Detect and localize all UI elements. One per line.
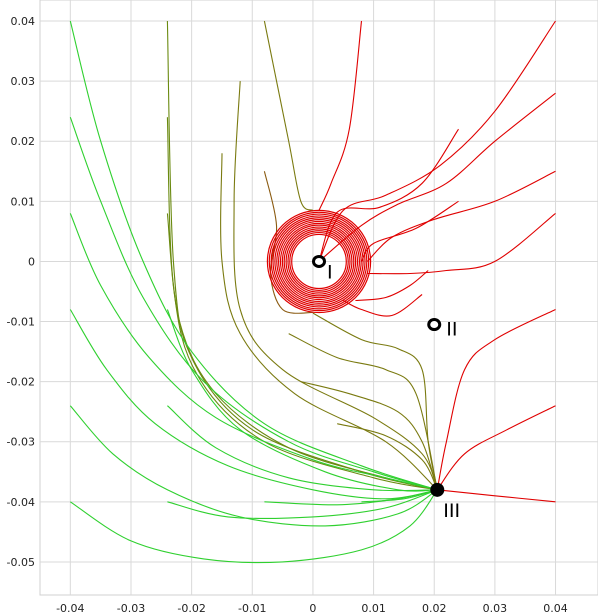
trajectory-red — [367, 212, 556, 275]
limit-cycle-orbit — [268, 211, 370, 312]
trajectory-green — [69, 213, 438, 491]
limit-cycle-orbit — [285, 228, 353, 295]
y-tick-label: -0.05 — [7, 556, 35, 569]
x-tick-label: 0.03 — [483, 602, 508, 615]
x-tick-label: 0.01 — [361, 602, 386, 615]
fixed-point-III — [430, 482, 445, 497]
trajectory-red — [318, 20, 363, 211]
fixed-point-label: III — [443, 500, 460, 522]
trajectory-red — [436, 405, 556, 491]
y-tick-label: 0.03 — [11, 75, 36, 88]
fixed-point-label: II — [446, 319, 457, 341]
plot-frame — [39, 0, 598, 596]
y-tick-label: 0.04 — [11, 15, 36, 28]
trajectory-mixed — [288, 333, 438, 490]
trajectory-green — [69, 405, 438, 527]
y-tick-label: 0.02 — [11, 135, 36, 148]
trajectory-green — [264, 489, 438, 506]
trajectory-mixed — [220, 153, 438, 491]
y-tick-label: -0.01 — [7, 316, 35, 329]
trajectory-green — [69, 117, 438, 491]
x-tick-label: 0.04 — [543, 602, 568, 615]
trajectory-green — [167, 405, 438, 492]
limit-cycle-orbit — [287, 230, 351, 293]
fixed-point-label: I — [327, 261, 333, 283]
trajectory-mixed — [337, 423, 438, 491]
y-tick-label: 0 — [28, 255, 35, 268]
trajectory-red — [355, 270, 429, 302]
x-tick-label: -0.04 — [56, 602, 84, 615]
trajectory-red — [318, 128, 459, 262]
trajectory-green — [361, 489, 438, 503]
trajectory-green — [167, 489, 438, 519]
trajectory-mixed — [166, 20, 438, 491]
limit-cycle-orbit — [270, 213, 368, 310]
limit-cycle-orbit — [289, 231, 349, 291]
limit-cycle-orbit — [279, 222, 359, 301]
limit-cycle-orbit — [274, 217, 364, 306]
fixed-point-I — [312, 254, 326, 268]
limit-cycle — [266, 209, 372, 314]
limit-cycle-orbit — [276, 219, 362, 304]
y-tick-label: -0.03 — [7, 436, 35, 449]
trajectory-red — [437, 489, 556, 503]
x-tick-label: 0.02 — [422, 602, 447, 615]
trajectory-green — [69, 489, 438, 564]
y-tick-label: -0.02 — [7, 376, 35, 389]
trajectory-red — [436, 309, 556, 490]
trajectory-mixed — [166, 117, 438, 491]
trajectory-mixed — [300, 381, 438, 490]
y-tick-label: -0.04 — [7, 496, 35, 509]
trajectory-curves — [69, 20, 556, 564]
trajectory-red — [343, 294, 423, 317]
x-tick-label: -0.02 — [177, 602, 205, 615]
limit-cycle-orbit — [283, 226, 355, 297]
tick-labels: -0.04 -0.03 -0.02 -0.01 0 0.01 0.02 0.03 0.04 0.0… — [7, 15, 568, 615]
trajectory-green — [166, 309, 438, 492]
limit-cycle-orbit — [278, 220, 361, 303]
x-tick-label: 0 — [309, 602, 316, 615]
trajectory-mixed — [263, 20, 314, 211]
trajectory-mixed — [233, 81, 438, 491]
trajectory-red — [318, 92, 556, 262]
x-tick-label: -0.01 — [238, 602, 266, 615]
y-tick-label: 0.01 — [11, 195, 36, 208]
limit-cycle-orbit — [281, 224, 357, 299]
x-tick-label: -0.03 — [117, 602, 145, 615]
trajectory-green — [69, 309, 438, 500]
trajectory-green — [69, 20, 438, 491]
trajectory-red — [318, 20, 556, 262]
limit-cycle-orbit — [272, 215, 366, 308]
limit-cycle-orbit — [291, 233, 347, 290]
fixed-point-II — [427, 318, 442, 332]
trajectory-red — [367, 170, 556, 262]
limit-cycle-orbit — [266, 209, 372, 314]
